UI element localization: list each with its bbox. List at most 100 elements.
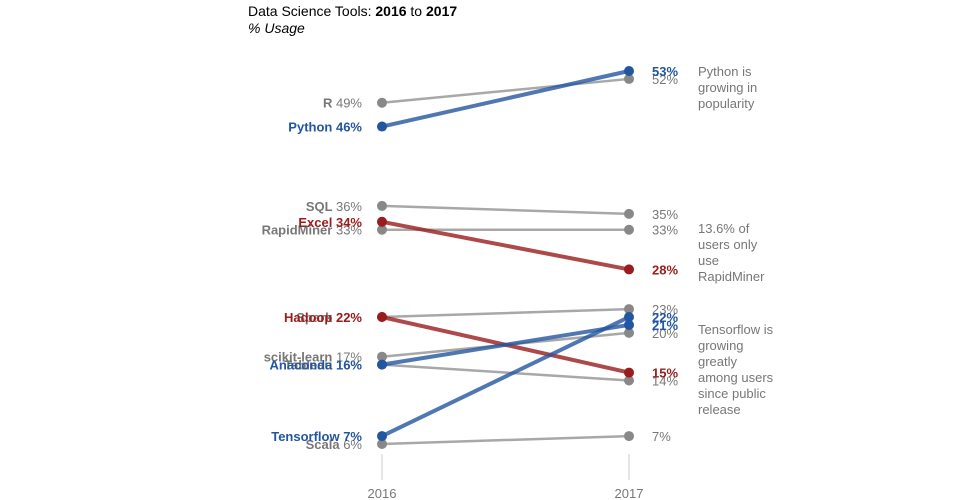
series-line-anaconda: [380, 322, 631, 367]
point-2016-python: [377, 121, 387, 132]
label-2017-spark: 23%: [652, 302, 678, 317]
label-2016-tensorflow: Tensorflow 7%: [271, 429, 362, 444]
label-2017-scikit-learn: 20%: [652, 326, 678, 341]
value-2016-rapidminer: 33%: [336, 223, 362, 238]
value-2016-tableau: 16%: [336, 358, 362, 373]
point-2016-tensorflow: [377, 431, 387, 442]
value-2016-r: 49%: [336, 96, 362, 111]
label-2016-scikit-learn: scikit-learn 17%: [264, 350, 363, 365]
value-2016-scikit-learn: 17%: [336, 350, 362, 365]
annotation-rapidminer: 13.6% of users only use RapidMiner: [698, 221, 765, 284]
series-line-python: [380, 69, 631, 129]
point-2017-spark: [624, 304, 634, 315]
point-2016-scikit-learn: [377, 351, 387, 362]
x-tick-2017: 2017: [615, 486, 644, 500]
annotation-line-rapidminer: 13.6% of: [698, 221, 750, 236]
annotation-tensorflow: Tensorflow is growing greatly among users si…: [698, 322, 774, 417]
label-2017-rapidminer: 33%: [652, 223, 678, 238]
annotation-line-rapidminer: use: [698, 253, 719, 268]
point-2017-tensorflow: [624, 312, 634, 323]
label-2016-hadoop: Hadoop 22%: [284, 310, 362, 325]
value-2016-excel: 34%: [336, 215, 362, 230]
series-name-excel: Excel: [298, 215, 336, 230]
annotation-line-python: popularity: [698, 96, 755, 111]
series-line-sql: [380, 204, 631, 216]
series-line-spark: [380, 307, 631, 319]
series-line-r: [380, 77, 631, 104]
series-name-scala: Scala: [306, 437, 344, 452]
label-2016-python: Python 46%: [288, 120, 362, 135]
value-2016-tensorflow: 7%: [343, 429, 362, 444]
value-2016-anaconda: 16%: [336, 358, 362, 373]
annotation-line-tensorflow: greatly: [698, 354, 738, 369]
annotation-line-rapidminer: users only: [698, 237, 758, 252]
annotation-python: Python is growing in popularity: [698, 64, 757, 111]
label-2016-r: R 49%: [323, 96, 362, 111]
point-2017-python: [624, 66, 634, 76]
label-2016-spark: Spark 22%: [296, 310, 362, 325]
annotation-line-tensorflow: release: [698, 402, 741, 417]
series-name-tensorflow: Tensorflow: [271, 429, 343, 444]
annotation-line-python: Python is: [698, 64, 752, 79]
series-name-tableau: Tableau: [284, 358, 336, 373]
series-line-tensorflow: [380, 315, 631, 439]
value-2016-scala: 6%: [343, 437, 362, 452]
point-2017-rapidminer: [624, 224, 634, 235]
label-2016-excel: Excel 34%: [298, 215, 362, 230]
label-2017-scala: 7%: [652, 429, 671, 444]
chart-title-prefix: Data Science Tools:: [248, 3, 376, 19]
label-2016-sql: SQL 36%: [306, 199, 363, 214]
series-line-scala: [380, 434, 631, 446]
point-2016-r: [377, 97, 387, 108]
point-2016-excel: [377, 216, 387, 227]
label-2017-tensorflow: 22%: [652, 310, 678, 325]
point-2016-anaconda: [377, 359, 387, 370]
label-2016-anaconda: Anaconda 16%: [270, 358, 363, 373]
series-name-anaconda: Anaconda: [270, 358, 336, 373]
point-2016-rapidminer: [377, 224, 387, 235]
annotation-line-python: growing in: [698, 80, 757, 95]
series-name-spark: Spark: [296, 310, 336, 325]
annotation-line-tensorflow: growing: [698, 338, 744, 353]
series-name-hadoop: Hadoop: [284, 310, 336, 325]
label-2017-tableau: 14%: [652, 374, 678, 389]
label-2017-hadoop: 15%: [652, 366, 678, 381]
point-2016-scala: [377, 439, 387, 449]
point-2017-scala: [624, 431, 634, 442]
value-2016-python: 46%: [336, 120, 362, 135]
series-name-r: R: [323, 96, 336, 111]
annotation-line-rapidminer: RapidMiner: [698, 269, 765, 284]
point-2016-sql: [377, 200, 387, 211]
label-2017-r: 52%: [652, 72, 678, 87]
series-line-excel: [380, 219, 631, 272]
point-2017-anaconda: [624, 319, 634, 330]
value-2016-spark: 22%: [336, 310, 362, 325]
label-2016-tableau: Tableau 16%: [284, 358, 362, 373]
point-2017-tableau: [624, 375, 634, 386]
label-2016-rapidminer: RapidMiner 33%: [262, 223, 363, 238]
series-line-tableau: [380, 363, 631, 382]
annotation-line-tensorflow: Tensorflow is: [698, 322, 774, 337]
point-2017-hadoop: [624, 367, 634, 378]
chart-subtitle: % Usage: [248, 20, 305, 36]
chart-title-to-word: to: [406, 3, 426, 19]
label-2016-scala: Scala 6%: [306, 437, 363, 452]
x-tick-2016: 2016: [368, 486, 397, 500]
label-2017-excel: 28%: [652, 262, 678, 277]
annotation-line-tensorflow: since public: [698, 386, 766, 401]
series-name-rapidminer: RapidMiner: [262, 223, 336, 238]
chart-title: Data Science Tools: 2016 to 2017: [248, 3, 457, 19]
value-2016-hadoop: 22%: [336, 310, 362, 325]
point-2017-scikit-learn: [624, 327, 634, 338]
point-2016-hadoop: [377, 312, 387, 323]
label-2017-anaconda: 21%: [652, 318, 678, 333]
label-2017-python: 53%: [652, 64, 678, 79]
point-2017-r: [624, 73, 634, 84]
series-name-sql: SQL: [306, 199, 336, 214]
point-2017-sql: [624, 208, 634, 219]
series-name-python: Python: [288, 120, 336, 135]
chart-title-to: 2017: [426, 3, 458, 19]
label-2017-sql: 35%: [652, 207, 678, 222]
